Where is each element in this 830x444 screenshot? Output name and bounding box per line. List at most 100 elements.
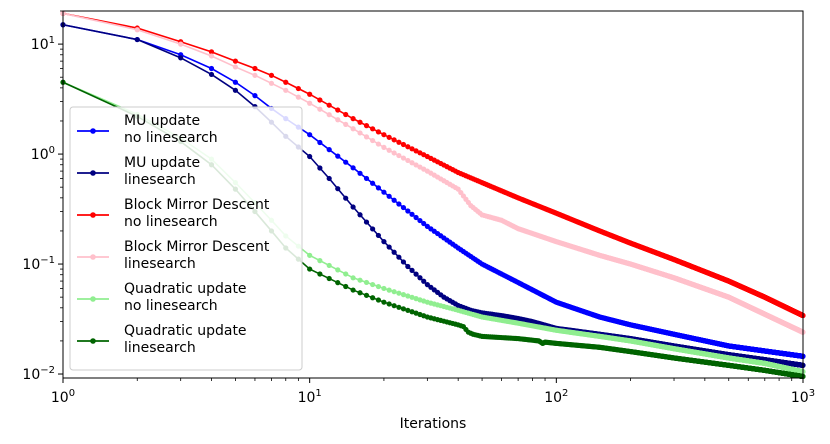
data-point (363, 279, 370, 286)
data-point (396, 152, 402, 159)
data-point (370, 281, 376, 288)
data-point (375, 185, 382, 191)
data-point (413, 214, 419, 221)
data-point (400, 204, 407, 211)
data-point (343, 159, 349, 165)
data-point (350, 116, 356, 122)
data-point (375, 141, 382, 147)
data-point (357, 119, 363, 125)
data-point (363, 123, 370, 129)
data-point (363, 175, 370, 182)
data-point (391, 289, 397, 295)
data-point (326, 147, 332, 153)
data-point (363, 134, 370, 140)
data-point (283, 79, 289, 85)
data-point (357, 277, 363, 283)
data-point (381, 132, 387, 138)
data-point (405, 263, 411, 270)
series-1 (60, 22, 806, 359)
data-point (396, 201, 402, 207)
data-point (350, 275, 356, 281)
data-point (317, 106, 323, 112)
data-point (208, 53, 215, 59)
series-layer (60, 10, 806, 380)
data-point (343, 121, 349, 127)
data-point (386, 287, 392, 293)
data-point (409, 211, 415, 217)
data-point (343, 271, 349, 277)
data-point (283, 87, 289, 93)
data-point (413, 271, 419, 277)
data-point (391, 249, 397, 255)
data-point (307, 153, 313, 160)
data-point (357, 212, 363, 218)
data-point (417, 217, 423, 224)
data-point (335, 267, 341, 273)
data-point (363, 219, 370, 225)
data-point (391, 150, 397, 156)
data-point (317, 97, 323, 103)
data-point (326, 112, 332, 118)
data-point (335, 153, 341, 159)
data-point (317, 258, 323, 264)
data-point (252, 72, 258, 78)
data-point (307, 91, 313, 97)
data-point (405, 208, 411, 214)
data-point (386, 244, 392, 250)
data-point (370, 180, 376, 186)
data-point (134, 27, 140, 33)
data-point (350, 165, 356, 171)
data-point (381, 144, 387, 150)
data-point (208, 71, 215, 78)
data-point (391, 137, 397, 143)
data-point (386, 147, 392, 153)
data-point (370, 226, 376, 232)
data-point (370, 126, 376, 132)
data-point (417, 275, 423, 281)
data-point (409, 267, 415, 273)
data-point (232, 58, 239, 64)
data-point (350, 126, 356, 132)
data-point (375, 283, 382, 290)
data-point (386, 193, 392, 199)
data-point (178, 41, 184, 47)
data-point (307, 252, 313, 258)
data-point (357, 130, 363, 136)
data-point (400, 155, 407, 161)
data-point (326, 262, 332, 269)
data-point (326, 175, 332, 182)
data-point (400, 259, 407, 265)
data-point (370, 137, 376, 144)
data-point (317, 165, 323, 171)
data-point (232, 79, 239, 85)
data-point (421, 278, 427, 284)
data-point (343, 111, 349, 118)
data-point (396, 139, 402, 145)
data-point (375, 129, 382, 135)
data-point (424, 282, 430, 288)
data-point (335, 117, 341, 123)
data-point (375, 232, 382, 239)
data-point (396, 254, 402, 260)
data-point (268, 72, 275, 78)
data-point (134, 36, 140, 43)
data-point (295, 85, 301, 92)
data-point (232, 64, 239, 70)
data-point (232, 87, 239, 93)
data-point (357, 170, 363, 176)
data-point (396, 290, 402, 296)
data-point (307, 100, 313, 106)
data-point (391, 197, 397, 203)
data-point (350, 204, 356, 210)
series-markers (60, 22, 806, 359)
data-point (252, 65, 258, 72)
data-point (343, 195, 349, 201)
data-point (178, 55, 184, 61)
data-point (326, 102, 332, 108)
data-point (381, 189, 387, 195)
data-point (335, 186, 341, 192)
data-point (386, 134, 392, 140)
data-point (317, 139, 323, 146)
data-point (421, 220, 427, 227)
